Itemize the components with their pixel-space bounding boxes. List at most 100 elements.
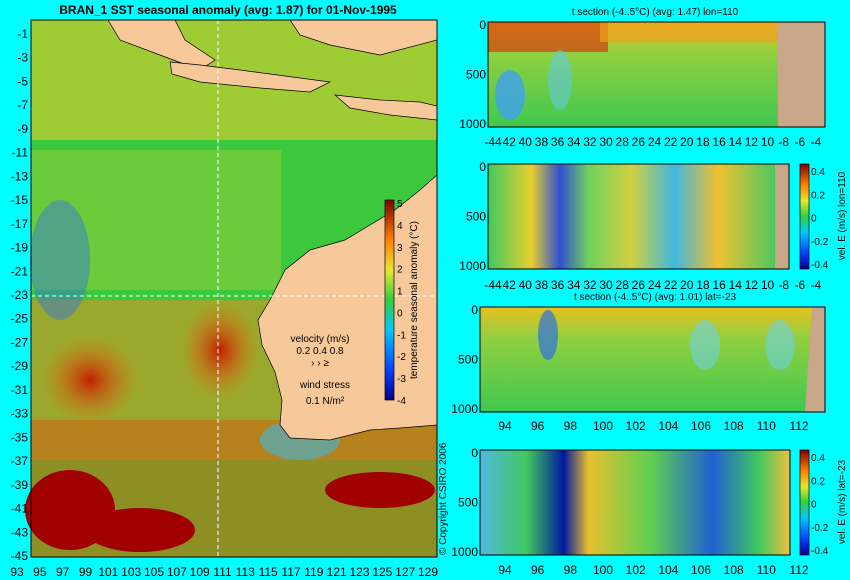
p3-y-label: 500 [458, 353, 478, 367]
p4-x-label: 96 [531, 563, 545, 577]
panel3-cool-core-2 [690, 320, 720, 370]
p1-x-label: 18 [696, 135, 710, 149]
p4-x-label: 108 [724, 563, 744, 577]
map-lat-tick: -9 [17, 122, 28, 136]
p2-x-label: 40 [519, 278, 533, 292]
p1-x-label: 26 [632, 135, 646, 149]
map-lat-tick: -31 [11, 383, 29, 397]
map-lon-tick: 107 [167, 565, 187, 579]
cool-anomaly-west [30, 200, 90, 320]
p3-x-label: 100 [593, 419, 613, 433]
warm-anomaly-west [40, 335, 140, 425]
map-colorbar-gradient [384, 199, 395, 401]
p4-cb-label: -0.4 [811, 546, 829, 557]
p2-x-label: 26 [632, 278, 646, 292]
map-lon-tick: 119 [304, 565, 323, 579]
map-colorbar: 5 4 3 2 1 0 -1 -2 -3 -4 temperature seasonal anom… [384, 199, 420, 407]
map-lon-ticks: 93 95 97 99 101 103 105 107 109 111 113 115 117 119 12… [10, 565, 438, 579]
panel1-land [778, 22, 825, 127]
panel3-y-ticks: 0 500 1000 [451, 303, 478, 416]
p1-x-label: 14 [729, 135, 743, 149]
p2-x-label: -4 [811, 278, 822, 292]
p2-y-label: 1000 [459, 259, 486, 273]
p1-x-label: 28 [616, 135, 630, 149]
map-colorbar-tick: -4 [397, 396, 406, 407]
p1-x-label: 22 [664, 135, 678, 149]
map-lat-tick: -43 [11, 525, 29, 539]
p1-x-label: 30 [599, 135, 613, 149]
panel3-land [805, 307, 825, 412]
panel2-colorbar-label: vel. E (m/s) lon=110 [837, 171, 848, 260]
map-lat-tick: -23 [11, 288, 29, 302]
p2-x-label: 16 [712, 278, 726, 292]
p2-x-label: 18 [696, 278, 710, 292]
copyright-text: © Copyright CSIRO 2006 [438, 442, 449, 555]
p1-x-label: 10 [761, 135, 775, 149]
velocity-legend-arrows: › › ≥ [311, 358, 329, 369]
map-lon-tick: 123 [349, 565, 369, 579]
panel1-frame [487, 21, 826, 128]
p2-x-label: -44 [484, 278, 502, 292]
map-lon-tick: 109 [190, 565, 210, 579]
p1-x-label: 20 [680, 135, 694, 149]
panel3-cool-core-3 [765, 320, 795, 370]
panel2-frame [487, 163, 790, 270]
p3-x-label: 98 [564, 419, 578, 433]
panel2-y-ticks: 0 500 1000 [459, 160, 486, 273]
p2-x-label: 38 [535, 278, 549, 292]
p2-cb-label: 0.2 [811, 190, 825, 201]
p3-y-label: 1000 [451, 402, 478, 416]
sst-map [25, 19, 438, 558]
map-colorbar-tick: -2 [397, 352, 406, 363]
map-lat-tick: -27 [11, 335, 29, 349]
p3-x-label: 102 [626, 419, 646, 433]
map-lat-tick: -41 [11, 502, 29, 516]
map-lon-tick: 93 [10, 565, 24, 579]
panel3-cool-core [538, 310, 558, 360]
p2-x-label: 22 [664, 278, 678, 292]
map-lon-tick: 125 [372, 565, 392, 579]
map-lat-tick: -7 [17, 98, 28, 112]
p3-x-label: 110 [757, 419, 776, 433]
p2-cb-label: 0 [811, 214, 817, 225]
warm-anomaly-se [325, 472, 435, 508]
map-colorbar-tick: -3 [397, 374, 406, 385]
p4-cb-label: -0.2 [811, 523, 829, 534]
panel2-x-ticks: -44 42 40 38 36 34 32 30 28 26 24 22 20 18 16 14 12 10 -8-… [484, 278, 821, 292]
p1-x-label: 24 [648, 135, 662, 149]
p2-cb-label: 0.4 [811, 167, 825, 178]
p4-x-label: 104 [658, 563, 678, 577]
panel1-warm-surface [488, 22, 608, 52]
p1-x-label: 12 [745, 135, 759, 149]
panel4-colorbar-ticks: 0.4 0.2 0 -0.2 -0.4 [811, 453, 829, 557]
map-lon-tick: 129 [418, 565, 438, 579]
map-lat-tick: -17 [11, 217, 29, 231]
p1-x-label: 34 [567, 135, 581, 149]
map-lat-tick: -35 [11, 430, 29, 444]
panel1-section [487, 21, 826, 128]
map-lat-tick: -29 [11, 359, 29, 373]
p2-x-label: -6 [795, 278, 806, 292]
warm-anomaly-center [180, 300, 260, 400]
map-colorbar-tick: 1 [397, 287, 403, 298]
p4-x-label: 112 [789, 563, 808, 577]
wind-legend-title: wind stress [299, 380, 350, 391]
p1-x-label: 32 [583, 135, 597, 149]
map-lon-tick: 127 [395, 565, 415, 579]
p2-x-label: 42 [502, 278, 516, 292]
map-lat-tick: -25 [11, 312, 29, 326]
p3-y-label: 0 [471, 303, 478, 317]
panel2-land [775, 164, 789, 269]
panel2-colorbar [799, 163, 810, 270]
p2-cb-label: -0.4 [811, 260, 829, 271]
panel4-field [480, 450, 790, 555]
p4-y-label: 500 [458, 496, 478, 510]
land-sumatra [107, 19, 216, 71]
map-lat-tick: -45 [11, 549, 29, 563]
velocity-legend: velocity (m/s) 0.2 0.4 0.8 › › ≥ wind st… [291, 334, 350, 407]
panel4-frame [479, 449, 791, 556]
p4-x-label: 106 [691, 563, 711, 577]
p4-x-label: 102 [626, 563, 646, 577]
panel1-y-ticks: 0 500 1000 [459, 18, 486, 131]
p3-x-label: 96 [531, 419, 545, 433]
